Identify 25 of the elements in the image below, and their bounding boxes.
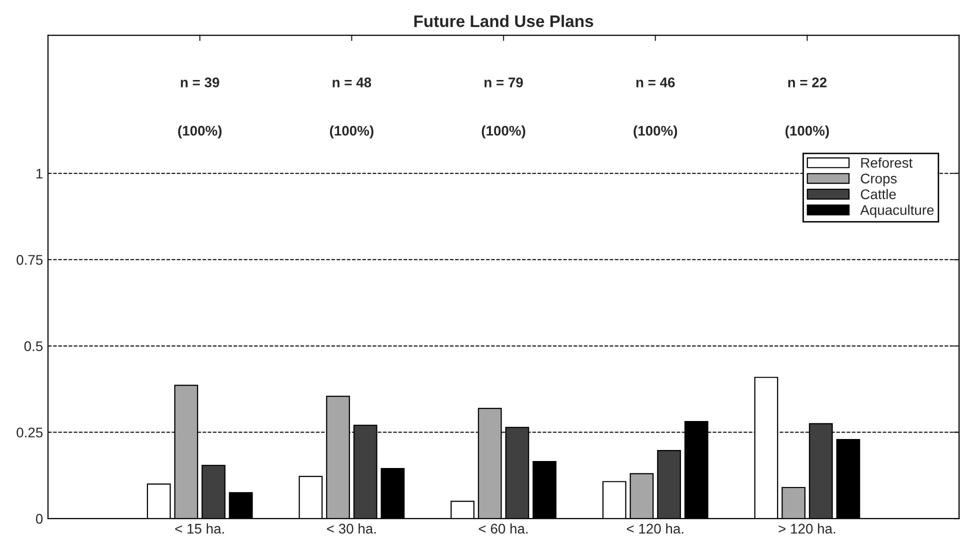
- annotation: n = 39: [180, 78, 220, 88]
- annotation: (100%): [178, 125, 222, 138]
- y-tick-label: 0.25: [16, 428, 43, 438]
- annotation: n = 22: [788, 78, 827, 88]
- y-tick-label: 0.5: [24, 341, 43, 352]
- x-tick-label: < 120 ha.: [626, 523, 684, 534]
- x-tick-label: > 120 ha.: [778, 523, 836, 534]
- legend-label: Crops: [860, 174, 897, 186]
- y-tick-label: 0: [36, 514, 43, 524]
- annotation: n = 46: [636, 78, 675, 88]
- annotation: (100%): [786, 125, 829, 138]
- legend-label: Aquaculture: [860, 204, 934, 218]
- y-tick-label: 1: [36, 168, 42, 178]
- y-tick-label: 0.75: [16, 255, 43, 265]
- annotation: (100%): [482, 125, 526, 138]
- annotation: (100%): [634, 125, 678, 138]
- x-tick-label: < 15 ha.: [175, 523, 224, 534]
- annotation: n = 79: [484, 78, 523, 88]
- annotation: (100%): [330, 125, 374, 138]
- legend-label: Cattle: [860, 189, 896, 200]
- x-tick-label: < 30 ha.: [327, 523, 376, 534]
- annotation: n = 48: [332, 78, 372, 88]
- x-tick-label: < 60 ha.: [478, 523, 528, 534]
- legend-label: Reforest: [861, 158, 913, 168]
- chart-title: Future Land Use Plans: [414, 14, 594, 28]
